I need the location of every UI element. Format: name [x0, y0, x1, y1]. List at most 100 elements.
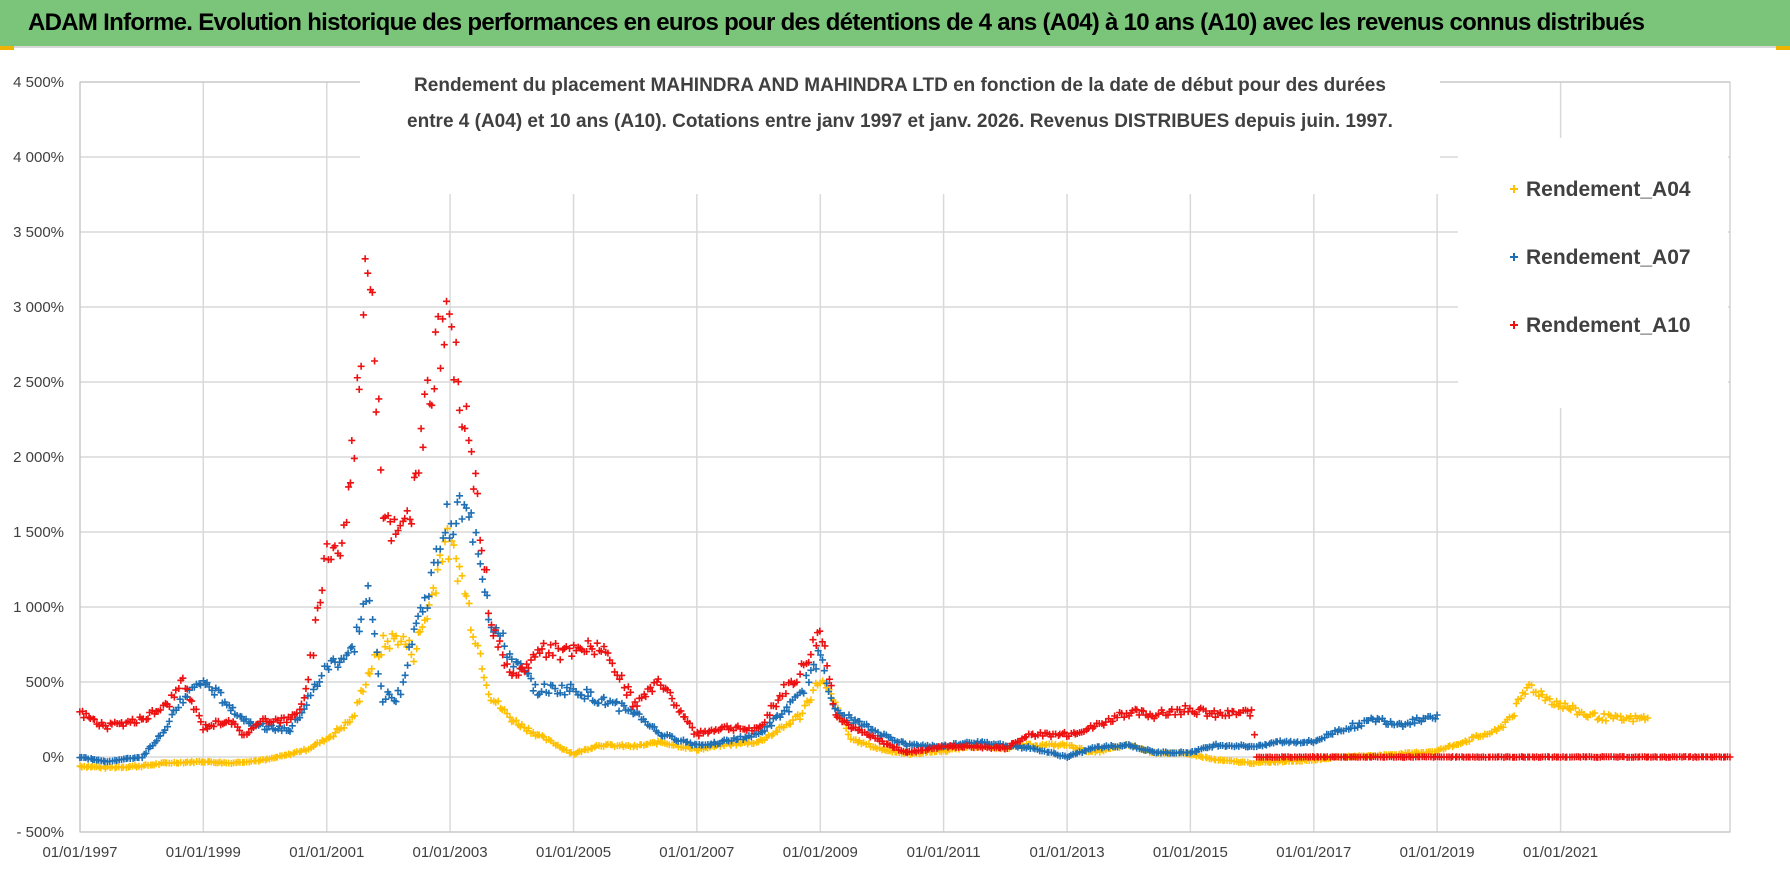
- rendement-a07-point: [176, 695, 184, 703]
- rendement-a04-point: [429, 584, 437, 592]
- rendement-a10-point: [1113, 713, 1121, 721]
- rendement-a10-point: [538, 645, 546, 653]
- rendement-a10-point: [523, 660, 531, 668]
- rendement-a10-point: [503, 660, 511, 668]
- legend-marker: [1510, 253, 1518, 261]
- rendement-a10-point: [419, 443, 427, 451]
- rendement-a10-point: [437, 364, 445, 372]
- rendement-a07-point: [483, 591, 491, 599]
- rendement-a07-point: [472, 529, 480, 537]
- rendement-a10-point: [300, 694, 308, 702]
- rendement-a04-point: [1532, 688, 1540, 696]
- rendement-a10-point: [225, 717, 233, 725]
- rendement-a10-point: [1176, 706, 1184, 714]
- rendement-a07-point: [179, 699, 187, 707]
- rendement-a04-point: [1512, 699, 1520, 707]
- rendement-a10-point: [576, 644, 584, 652]
- rendement-a10-point: [552, 640, 560, 648]
- rendement-a10-point: [527, 656, 535, 664]
- rendement-a04-point: [359, 688, 367, 696]
- rendement-a04-point: [809, 686, 817, 694]
- rendement-a07-point: [310, 685, 318, 693]
- rendement-a10-point: [283, 718, 291, 726]
- rendement-a07-point: [529, 687, 537, 695]
- legend-marker: [1510, 185, 1518, 193]
- rendement-a07-point: [408, 640, 416, 648]
- rendement-a10-point: [345, 483, 353, 491]
- rendement-a10-point: [1726, 753, 1734, 761]
- rendement-a10-point: [590, 650, 598, 658]
- rendement-a10-point: [406, 515, 414, 523]
- rendement-a07-point: [802, 671, 810, 679]
- rendement-a10-point: [638, 694, 646, 702]
- rendement-a10-point: [276, 719, 284, 727]
- chart-subtitle-line-1: Rendement du placement MAHINDRA AND MAHI…: [414, 75, 1386, 96]
- rendement-a04-point: [410, 657, 418, 665]
- rendement-a07-point: [401, 671, 409, 679]
- rendement-a04-point: [394, 641, 402, 649]
- rendement-a10-point: [1225, 711, 1233, 719]
- rendement-a07-point: [1354, 723, 1362, 731]
- x-tick-label: 01/01/1999: [166, 844, 241, 861]
- rendement-a04-point: [1499, 723, 1507, 731]
- rendement-a07-point: [807, 666, 815, 674]
- rendement-a04-point: [346, 718, 354, 726]
- x-tick-label: 01/01/2003: [413, 844, 488, 861]
- rendement-a04-point: [1510, 712, 1518, 720]
- rendement-a10-point: [82, 710, 90, 718]
- rendement-a04-point: [1550, 701, 1558, 709]
- rendement-a10-point: [1120, 713, 1128, 721]
- rendement-a04-point: [1517, 694, 1525, 702]
- rendement-a07-point: [303, 701, 311, 709]
- rendement-a10-point: [343, 518, 351, 526]
- rendement-a07-point: [1349, 719, 1357, 727]
- rendement-a04-point: [458, 572, 466, 580]
- rendement-a07-point: [508, 655, 516, 663]
- rendement-a07-point: [566, 687, 574, 695]
- rendement-a04-point: [355, 697, 363, 705]
- rendement-a10-point: [499, 651, 507, 659]
- rendement-a07-point: [238, 713, 246, 721]
- rendement-a10-point: [774, 696, 782, 704]
- x-tick-label: 01/01/2015: [1153, 844, 1228, 861]
- rendement-a07-point: [827, 694, 835, 702]
- rendement-a04-point: [1617, 712, 1625, 720]
- rendement-a07-point: [1431, 715, 1439, 723]
- rendement-a10-point: [593, 639, 601, 647]
- rendement-a10-point: [314, 604, 322, 612]
- rendement-a07-point: [307, 691, 315, 699]
- rendement-a10-point: [199, 726, 207, 734]
- rendement-a07-point: [583, 686, 591, 694]
- rendement-a07-point: [805, 678, 813, 686]
- rendement-a07-point: [229, 704, 237, 712]
- page-title: ADAM Informe. Evolution historique des p…: [28, 9, 1645, 36]
- rendement-a10-point: [465, 436, 473, 444]
- rendement-a07-point: [819, 656, 827, 664]
- rendement-a04-point: [452, 555, 460, 563]
- rendement-a10-point: [472, 469, 480, 477]
- rendement-a10-point: [672, 702, 680, 710]
- rendement-a10-point: [346, 479, 354, 487]
- rendement-a07-point: [613, 698, 621, 706]
- rendement-a07-point: [825, 688, 833, 696]
- chart-subtitle-line-2: entre 4 (A04) et 10 ans (A10). Cotations…: [407, 111, 1393, 132]
- rendement-a07-point: [1329, 730, 1337, 738]
- rendement-a10-point: [489, 632, 497, 640]
- rendement-a10-point: [540, 639, 548, 647]
- rendement-a10-point: [845, 721, 853, 729]
- legend-label: Rendement_A07: [1526, 246, 1691, 269]
- rendement-a07-point: [814, 647, 822, 655]
- y-tick-label: 4 500%: [13, 74, 64, 91]
- legend-label: Rendement_A04: [1526, 178, 1691, 201]
- rendement-a07-point: [334, 663, 342, 671]
- rendement-a10-point: [695, 732, 703, 740]
- rendement-a10-point: [448, 323, 456, 331]
- rendement-a10-point: [778, 692, 786, 700]
- rendement-a07-point: [456, 492, 464, 500]
- rendement-a10-point: [470, 485, 478, 493]
- rendement-a07-point: [336, 658, 344, 666]
- rendement-a10-point: [331, 542, 339, 550]
- rendement-a10-point: [179, 674, 187, 682]
- rendement-a10-point: [468, 448, 476, 456]
- rendement-a07-point: [434, 559, 442, 567]
